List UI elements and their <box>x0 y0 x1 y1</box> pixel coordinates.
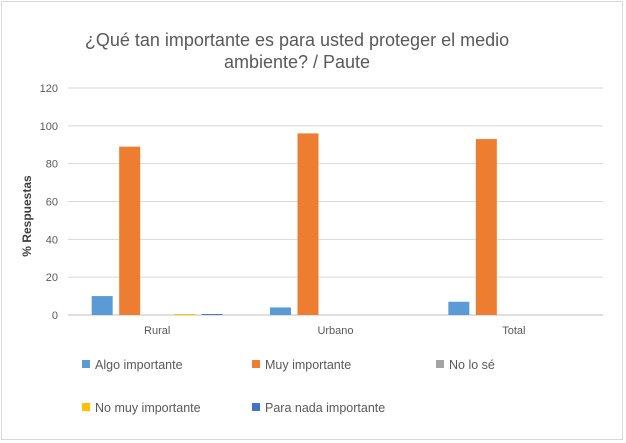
y-tick-label: 100 <box>40 121 58 133</box>
bar-rural-4 <box>201 314 223 315</box>
bar-total-1 <box>475 139 497 315</box>
y-axis-ticks: 0 20 40 60 80 100 120 <box>40 83 58 322</box>
x-tick-label: Urbano <box>317 325 353 337</box>
legend-swatch <box>252 360 260 368</box>
legend-swatch <box>252 403 260 411</box>
y-tick-label: 60 <box>46 197 58 209</box>
legend-label: Algo importante <box>95 358 183 372</box>
y-tick-label: 40 <box>46 234 58 246</box>
legend-label: Para nada importante <box>265 401 385 415</box>
chart-title-line-2: ambiente? / Paute <box>224 52 370 72</box>
y-tick-label: 0 <box>52 310 58 322</box>
gridlines <box>68 87 603 316</box>
y-tick-label: 80 <box>46 159 58 171</box>
bar-rural-3 <box>174 314 196 315</box>
legend: Algo importante Muy importante No lo sé No … <box>82 358 495 415</box>
y-tick-label: 20 <box>46 272 58 284</box>
legend-swatch <box>82 360 90 368</box>
x-tick-label: Rural <box>144 325 170 337</box>
legend-label: No lo sé <box>449 358 495 372</box>
bar-urbano-1 <box>297 133 319 315</box>
legend-swatch <box>436 360 444 368</box>
legend-swatch <box>82 403 90 411</box>
y-axis-label: % Respuestas <box>20 175 34 257</box>
bar-total-0 <box>448 301 470 315</box>
legend-label: No muy importante <box>95 401 201 415</box>
bar-urbano-0 <box>270 307 291 315</box>
legend-label: Muy importante <box>265 358 351 372</box>
bar-rural-0 <box>91 296 113 315</box>
x-tick-label: Total <box>502 325 525 337</box>
chart-title-line-1: ¿Qué tan importante es para usted proteg… <box>85 30 509 50</box>
bar-rural-1 <box>119 146 141 315</box>
y-tick-label: 120 <box>40 83 58 95</box>
x-axis-ticks: Rural Urbano Total <box>144 325 525 337</box>
bars <box>91 133 497 315</box>
